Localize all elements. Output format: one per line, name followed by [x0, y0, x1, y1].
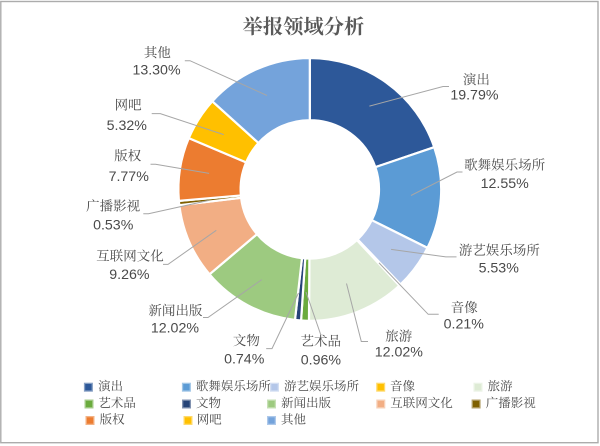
svg-text:5.32%: 5.32%: [107, 118, 148, 134]
svg-text:0.53%: 0.53%: [93, 217, 134, 233]
svg-text:12.02%: 12.02%: [375, 345, 424, 361]
svg-text:12.02%: 12.02%: [151, 321, 200, 337]
svg-text:0.74%: 0.74%: [224, 351, 265, 367]
svg-text:9.26%: 9.26%: [109, 267, 150, 283]
svg-text:13.30%: 13.30%: [132, 63, 181, 79]
svg-text:5.53%: 5.53%: [479, 261, 520, 277]
svg-text:0.96%: 0.96%: [301, 352, 342, 368]
svg-text:7.77%: 7.77%: [109, 169, 150, 185]
svg-text:12.55%: 12.55%: [481, 176, 530, 192]
svg-text:19.79%: 19.79%: [450, 88, 499, 104]
svg-text:0.21%: 0.21%: [444, 316, 485, 332]
